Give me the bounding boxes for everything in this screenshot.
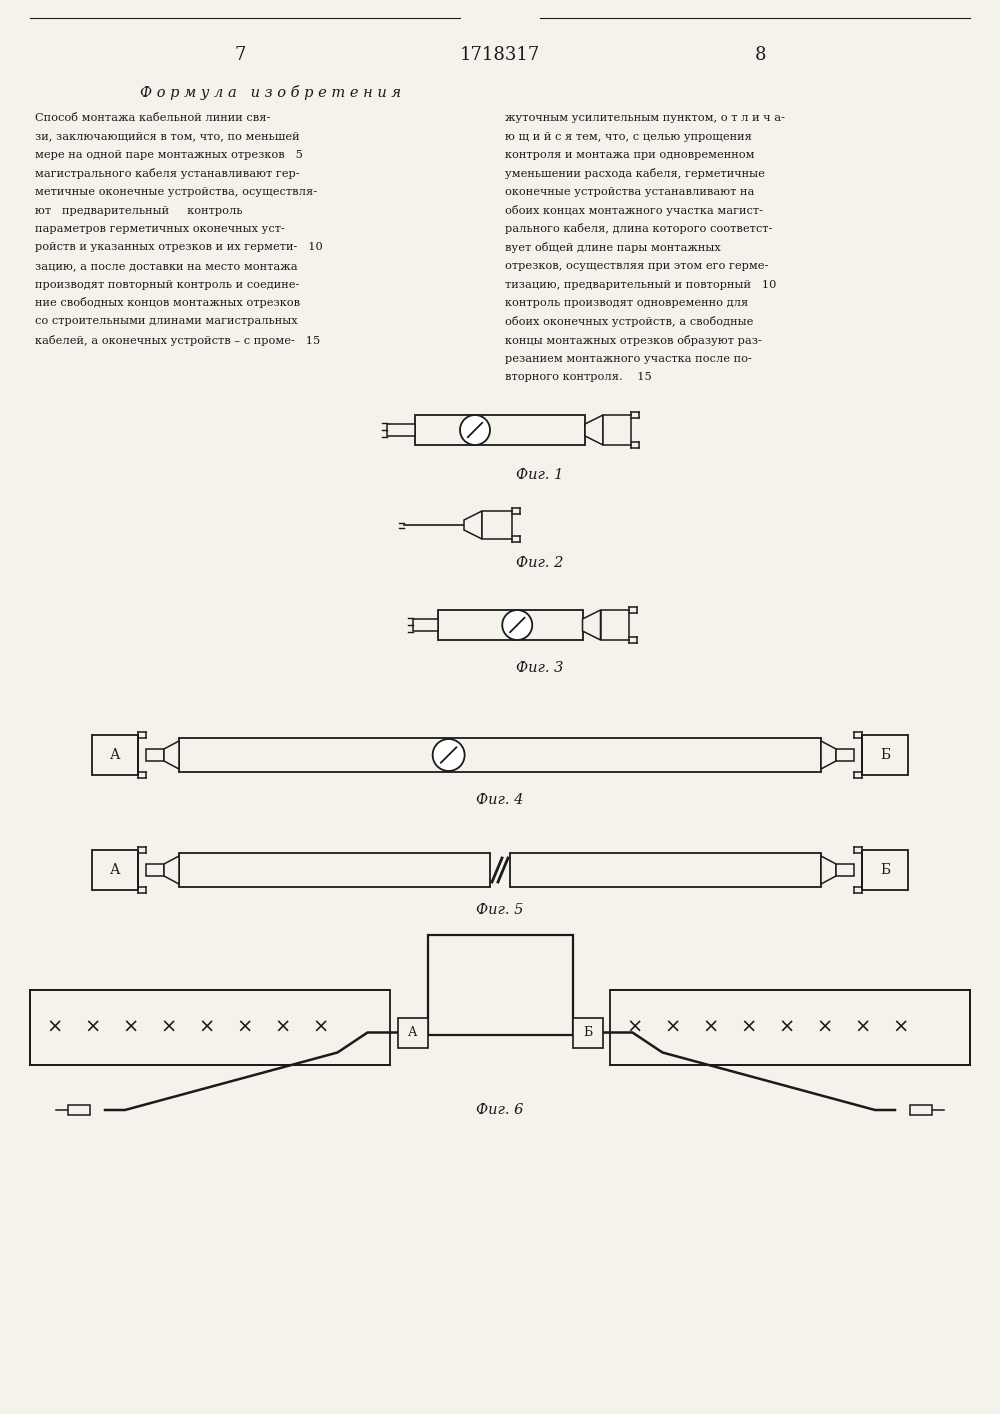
Bar <box>179 738 821 772</box>
Bar <box>862 850 908 889</box>
Text: зацию, а после доставки на место монтажа: зацию, а после доставки на место монтажа <box>35 262 298 271</box>
Polygon shape <box>164 741 179 769</box>
Text: тизацию, предварительный и повторный   10: тизацию, предварительный и повторный 10 <box>505 280 776 290</box>
Polygon shape <box>164 855 179 884</box>
Text: Фиг. 5: Фиг. 5 <box>476 904 524 918</box>
Bar <box>836 864 854 877</box>
Text: Способ монтажа кабельной линии свя-: Способ монтажа кабельной линии свя- <box>35 113 270 123</box>
Text: зи, заключающийся в том, что, по меньшей: зи, заключающийся в том, что, по меньшей <box>35 132 300 141</box>
Text: концы монтажных отрезков образуют раз-: концы монтажных отрезков образуют раз- <box>505 335 762 345</box>
Polygon shape <box>464 510 482 539</box>
Text: Б: Б <box>880 863 890 877</box>
Text: ×: × <box>123 1018 139 1036</box>
Text: Б: Б <box>880 748 890 762</box>
Text: ют   предварительный     контроль: ют предварительный контроль <box>35 205 242 215</box>
Text: обоих оконечных устройств, а свободные: обоих оконечных устройств, а свободные <box>505 315 753 327</box>
Bar <box>836 749 854 761</box>
Circle shape <box>433 740 465 771</box>
Circle shape <box>502 609 532 641</box>
Text: Фиг. 1: Фиг. 1 <box>516 468 564 482</box>
Bar <box>387 424 415 436</box>
Text: Фиг. 2: Фиг. 2 <box>516 556 564 570</box>
Text: уменьшении расхода кабеля, герметичные: уменьшении расхода кабеля, герметичные <box>505 168 765 180</box>
Text: ройств и указанных отрезков и их гермети-   10: ройств и указанных отрезков и их гермети… <box>35 242 323 253</box>
Bar <box>30 990 390 1065</box>
Circle shape <box>460 414 490 445</box>
Bar <box>610 990 970 1065</box>
Text: обоих концах монтажного участка магист-: обоих концах монтажного участка магист- <box>505 205 763 216</box>
Text: Фиг. 6: Фиг. 6 <box>476 1103 524 1117</box>
Text: ×: × <box>855 1018 871 1036</box>
Bar <box>438 609 582 641</box>
Text: ×: × <box>199 1018 215 1036</box>
Text: ×: × <box>817 1018 833 1036</box>
Text: Фиг. 3: Фиг. 3 <box>516 660 564 674</box>
Bar <box>572 1018 602 1048</box>
Bar <box>68 1104 90 1116</box>
Text: ×: × <box>275 1018 291 1036</box>
Text: параметров герметичных оконечных уст-: параметров герметичных оконечных уст- <box>35 223 285 233</box>
Bar <box>510 853 821 887</box>
Text: А: А <box>110 748 120 762</box>
Polygon shape <box>582 609 600 641</box>
Polygon shape <box>821 741 836 769</box>
Text: 1718317: 1718317 <box>460 47 540 64</box>
Text: мере на одной паре монтажных отрезков   5: мере на одной паре монтажных отрезков 5 <box>35 150 303 160</box>
Text: 7: 7 <box>234 47 246 64</box>
Text: Фиг. 4: Фиг. 4 <box>476 793 524 807</box>
Text: Б: Б <box>583 1027 592 1039</box>
Bar <box>92 735 138 775</box>
Text: ×: × <box>893 1018 909 1036</box>
Text: вует общей длине пары монтажных: вует общей длине пары монтажных <box>505 242 721 253</box>
Text: ×: × <box>237 1018 253 1036</box>
Text: ×: × <box>741 1018 757 1036</box>
Bar <box>179 853 490 887</box>
Bar <box>398 1018 428 1048</box>
Text: контроль производят одновременно для: контроль производят одновременно для <box>505 298 748 308</box>
Text: А: А <box>408 1027 417 1039</box>
Text: метичные оконечные устройства, осуществля-: метичные оконечные устройства, осуществл… <box>35 187 317 197</box>
Bar <box>600 609 629 641</box>
Text: вторного контроля.    15: вторного контроля. 15 <box>505 372 652 382</box>
Text: отрезков, осуществляя при этом его герме-: отрезков, осуществляя при этом его герме… <box>505 262 768 271</box>
Text: ×: × <box>627 1018 643 1036</box>
Bar <box>413 619 438 631</box>
Bar <box>146 749 164 761</box>
Polygon shape <box>821 855 836 884</box>
Text: рального кабеля, длина которого соответст-: рального кабеля, длина которого соответс… <box>505 223 772 235</box>
Text: ×: × <box>779 1018 795 1036</box>
Text: магистрального кабеля устанавливают гер-: магистрального кабеля устанавливают гер- <box>35 168 300 180</box>
Text: кабелей, а оконечных устройств – с проме-   15: кабелей, а оконечных устройств – с проме… <box>35 335 320 345</box>
Bar <box>482 510 512 539</box>
Text: оконечные устройства устанавливают на: оконечные устройства устанавливают на <box>505 187 754 197</box>
Text: ×: × <box>161 1018 177 1036</box>
Bar <box>910 1104 932 1116</box>
Bar <box>92 850 138 889</box>
Bar <box>603 414 631 445</box>
Polygon shape <box>585 414 603 445</box>
Text: производят повторный контроль и соедине-: производят повторный контроль и соедине- <box>35 280 299 290</box>
Text: ×: × <box>665 1018 681 1036</box>
Text: ×: × <box>47 1018 63 1036</box>
Text: жуточным усилительным пунктом, о т л и ч а-: жуточным усилительным пунктом, о т л и ч… <box>505 113 785 123</box>
Text: ×: × <box>85 1018 101 1036</box>
Text: Ф о р м у л а   и з о б р е т е н и я: Ф о р м у л а и з о б р е т е н и я <box>140 85 401 99</box>
Text: ×: × <box>313 1018 329 1036</box>
Text: со строительными длинами магистральных: со строительными длинами магистральных <box>35 317 298 327</box>
Bar <box>415 414 585 445</box>
Text: контроля и монтажа при одновременном: контроля и монтажа при одновременном <box>505 150 755 160</box>
Text: ×: × <box>703 1018 719 1036</box>
Text: 8: 8 <box>754 47 766 64</box>
Text: А: А <box>110 863 120 877</box>
Bar <box>428 935 572 1035</box>
Bar <box>146 864 164 877</box>
Text: ние свободных концов монтажных отрезков: ние свободных концов монтажных отрезков <box>35 297 300 308</box>
Bar <box>862 735 908 775</box>
Text: резанием монтажного участка после по-: резанием монтажного участка после по- <box>505 354 752 363</box>
Text: ю щ и й с я тем, что, с целью упрощения: ю щ и й с я тем, что, с целью упрощения <box>505 132 752 141</box>
